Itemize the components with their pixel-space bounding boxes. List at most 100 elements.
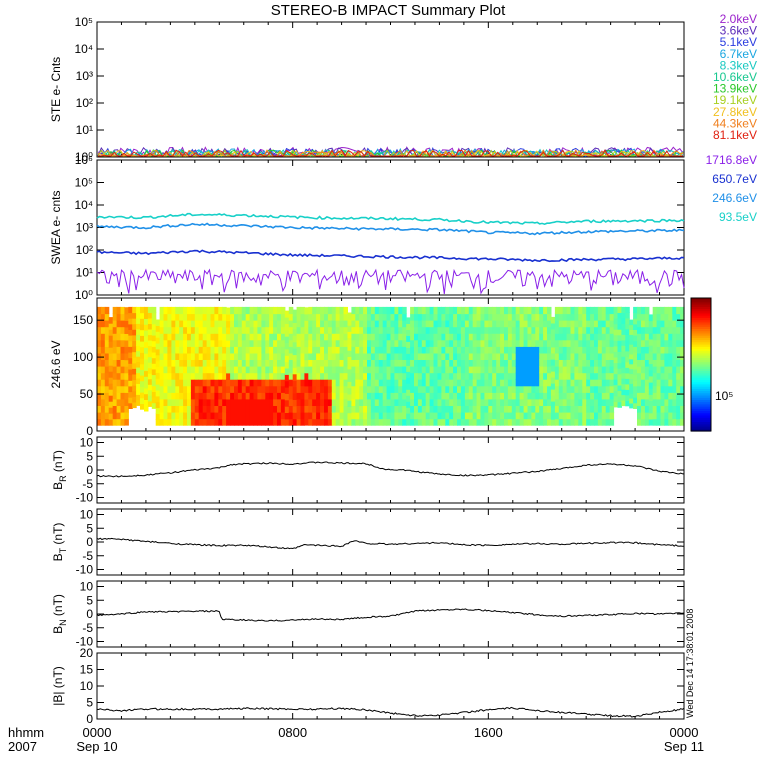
- heatmap-cell: [496, 379, 501, 387]
- heatmap-cell: [609, 352, 615, 360]
- heatmap-cell: [296, 372, 302, 380]
- heatmap-cell: [664, 379, 669, 387]
- heatmap-cell: [187, 392, 192, 400]
- heatmap-cell: [629, 329, 634, 335]
- heatmap-cell: [664, 359, 669, 367]
- heatmap-cell: [605, 333, 611, 341]
- heatmap-cell: [370, 352, 376, 360]
- heatmap-cell: [574, 372, 579, 380]
- heatmap-cell: [241, 339, 247, 347]
- heatmap-cell: [543, 366, 548, 374]
- heatmap-cell: [605, 320, 611, 328]
- heatmap-cell: [554, 359, 560, 367]
- heatmap-cell: [249, 306, 255, 315]
- heatmap-cell: [394, 346, 399, 354]
- heatmap-cell: [136, 388, 141, 395]
- heatmap-cell: [112, 379, 118, 387]
- heatmap-cell: [363, 326, 368, 334]
- heatmap-cell: [605, 339, 611, 347]
- heatmap-cell: [535, 392, 540, 400]
- heatmap-cell: [547, 412, 552, 420]
- heatmap-cell: [351, 339, 356, 347]
- heatmap-cell: [547, 313, 552, 321]
- heatmap-cell: [324, 326, 329, 334]
- heatmap-cell: [296, 398, 302, 406]
- heatmap-cell: [621, 312, 626, 319]
- heatmap-cell: [382, 405, 388, 413]
- heatmap-cell: [175, 398, 180, 406]
- heatmap-cell: [288, 418, 294, 426]
- heatmap-cell: [668, 366, 673, 374]
- heatmap-cell: [527, 326, 532, 334]
- heatmap-cell: [562, 418, 568, 426]
- heatmap-cell: [284, 374, 290, 382]
- heatmap-cell: [652, 405, 658, 413]
- heatmap-cell: [261, 313, 266, 321]
- heatmap-cell: [230, 326, 235, 334]
- heatmap-cell: [316, 379, 321, 387]
- pad-heatmap: [97, 306, 685, 426]
- heatmap-cell: [547, 346, 552, 354]
- heatmap-cell: [433, 405, 438, 413]
- heatmap-cell: [108, 401, 114, 408]
- heatmap-cell: [453, 326, 458, 334]
- heatmap-cell: [449, 346, 454, 354]
- heatmap-cell: [155, 407, 161, 414]
- heatmap-cell: [472, 392, 478, 400]
- heatmap-cell: [100, 339, 106, 347]
- heatmap-cell: [609, 412, 615, 420]
- heatmap-cell: [445, 385, 450, 393]
- heatmap-cell: [280, 398, 286, 406]
- heatmap-cell: [484, 385, 489, 393]
- heatmap-cell: [269, 398, 274, 406]
- heatmap-cell: [234, 326, 239, 334]
- heatmap-cell: [202, 412, 208, 420]
- heatmap-cell: [230, 306, 235, 315]
- heatmap-cell: [136, 372, 141, 379]
- ste-frame: [96, 21, 685, 158]
- heatmap-cell: [421, 326, 427, 334]
- heatmap-cell: [668, 333, 673, 341]
- heatmap-cell: [641, 320, 646, 328]
- heatmap-cell: [100, 418, 106, 426]
- heatmap-cell: [652, 352, 658, 360]
- ylabel-main: B: [51, 553, 65, 561]
- heatmap-cell: [331, 339, 337, 347]
- heatmap-cell: [214, 306, 219, 315]
- heatmap-cell: [284, 412, 290, 420]
- heatmap-cell: [621, 356, 626, 363]
- heatmap-cell: [331, 366, 337, 374]
- heatmap-cell: [296, 405, 302, 413]
- heatmap-cell: [515, 372, 521, 380]
- heatmap-cell: [97, 333, 102, 341]
- y-tick-label: 5: [86, 521, 93, 535]
- heatmap-cell: [374, 398, 380, 406]
- heatmap-cell: [586, 339, 591, 347]
- colorbar-segment: [691, 329, 711, 332]
- heatmap-cell: [656, 352, 662, 360]
- heatmap-cell: [116, 339, 122, 347]
- heatmap-cell: [425, 385, 431, 393]
- heatmap-cell: [179, 372, 184, 380]
- heatmap-cell: [453, 366, 458, 374]
- heatmap-cell: [637, 306, 642, 315]
- timestamp-label: Wed Dec 14 17:38:01 2008: [685, 609, 695, 718]
- heatmap-cell: [249, 398, 255, 406]
- heatmap-cell: [257, 346, 262, 354]
- heatmap-cell: [198, 412, 204, 420]
- heatmap-cell: [421, 405, 427, 413]
- heatmap-cell: [316, 372, 321, 380]
- bn-ylabel: BN (nT): [51, 594, 68, 634]
- heatmap-cell: [656, 366, 662, 374]
- heatmap-cell: [175, 418, 180, 426]
- heatmap-cell: [374, 366, 380, 374]
- heatmap-cell: [597, 392, 603, 400]
- heatmap-cell: [492, 372, 497, 380]
- heatmap-cell: [198, 418, 204, 426]
- heatmap-cell: [151, 368, 157, 376]
- heatmap-cell: [601, 359, 607, 367]
- heatmap-cell: [378, 366, 384, 374]
- heatmap-cell: [120, 306, 125, 315]
- heatmap-cell: [672, 418, 677, 426]
- heatmap-cell: [183, 372, 188, 380]
